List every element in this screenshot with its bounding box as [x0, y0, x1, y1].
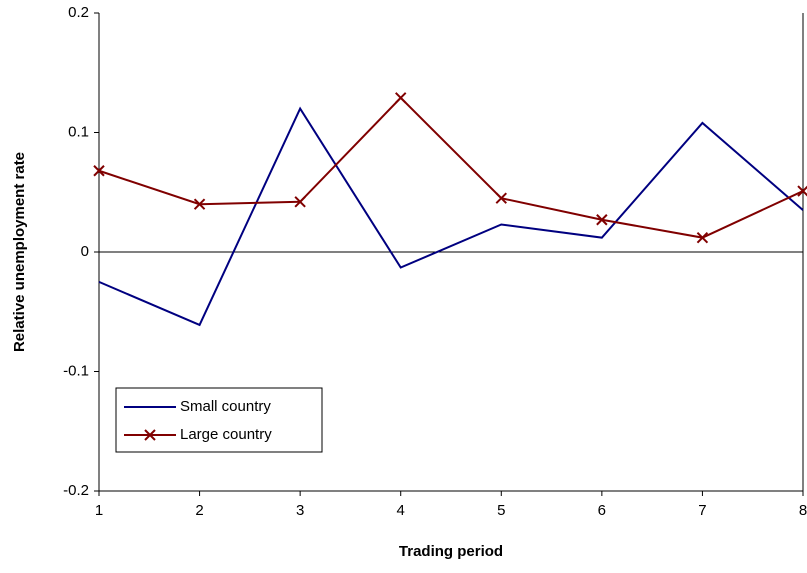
x-tick-label: 1	[95, 502, 103, 519]
legend-label: Large country	[180, 426, 272, 443]
y-tick-label: 0	[81, 243, 89, 260]
y-tick-label: 0.1	[68, 123, 89, 140]
marker	[193, 198, 206, 210]
marker	[395, 92, 407, 104]
marker	[797, 185, 807, 197]
series-line	[98, 106, 804, 327]
x-tick-label: 2	[195, 502, 203, 519]
marker	[696, 231, 709, 244]
marker	[596, 214, 608, 226]
y-tick-label: -0.2	[63, 482, 89, 499]
y-tick-label: -0.1	[63, 362, 89, 379]
x-tick-label: 8	[799, 502, 807, 519]
x-axis-title: Trading period	[399, 543, 503, 560]
x-tick-label: 7	[698, 502, 706, 519]
legend	[115, 387, 323, 453]
legend-label: Small country	[180, 398, 271, 415]
series-line	[98, 96, 804, 239]
marker	[93, 165, 105, 177]
x-tick-label: 6	[598, 502, 606, 519]
y-axis-title: Relative unemployment rate	[11, 152, 28, 352]
x-tick-label: 3	[296, 502, 304, 519]
y-tick-label: 0.2	[68, 4, 89, 21]
marker	[144, 429, 156, 441]
x-tick-label: 5	[497, 502, 505, 519]
marker	[294, 196, 306, 208]
x-tick-label: 4	[397, 502, 405, 519]
marker	[495, 192, 507, 204]
